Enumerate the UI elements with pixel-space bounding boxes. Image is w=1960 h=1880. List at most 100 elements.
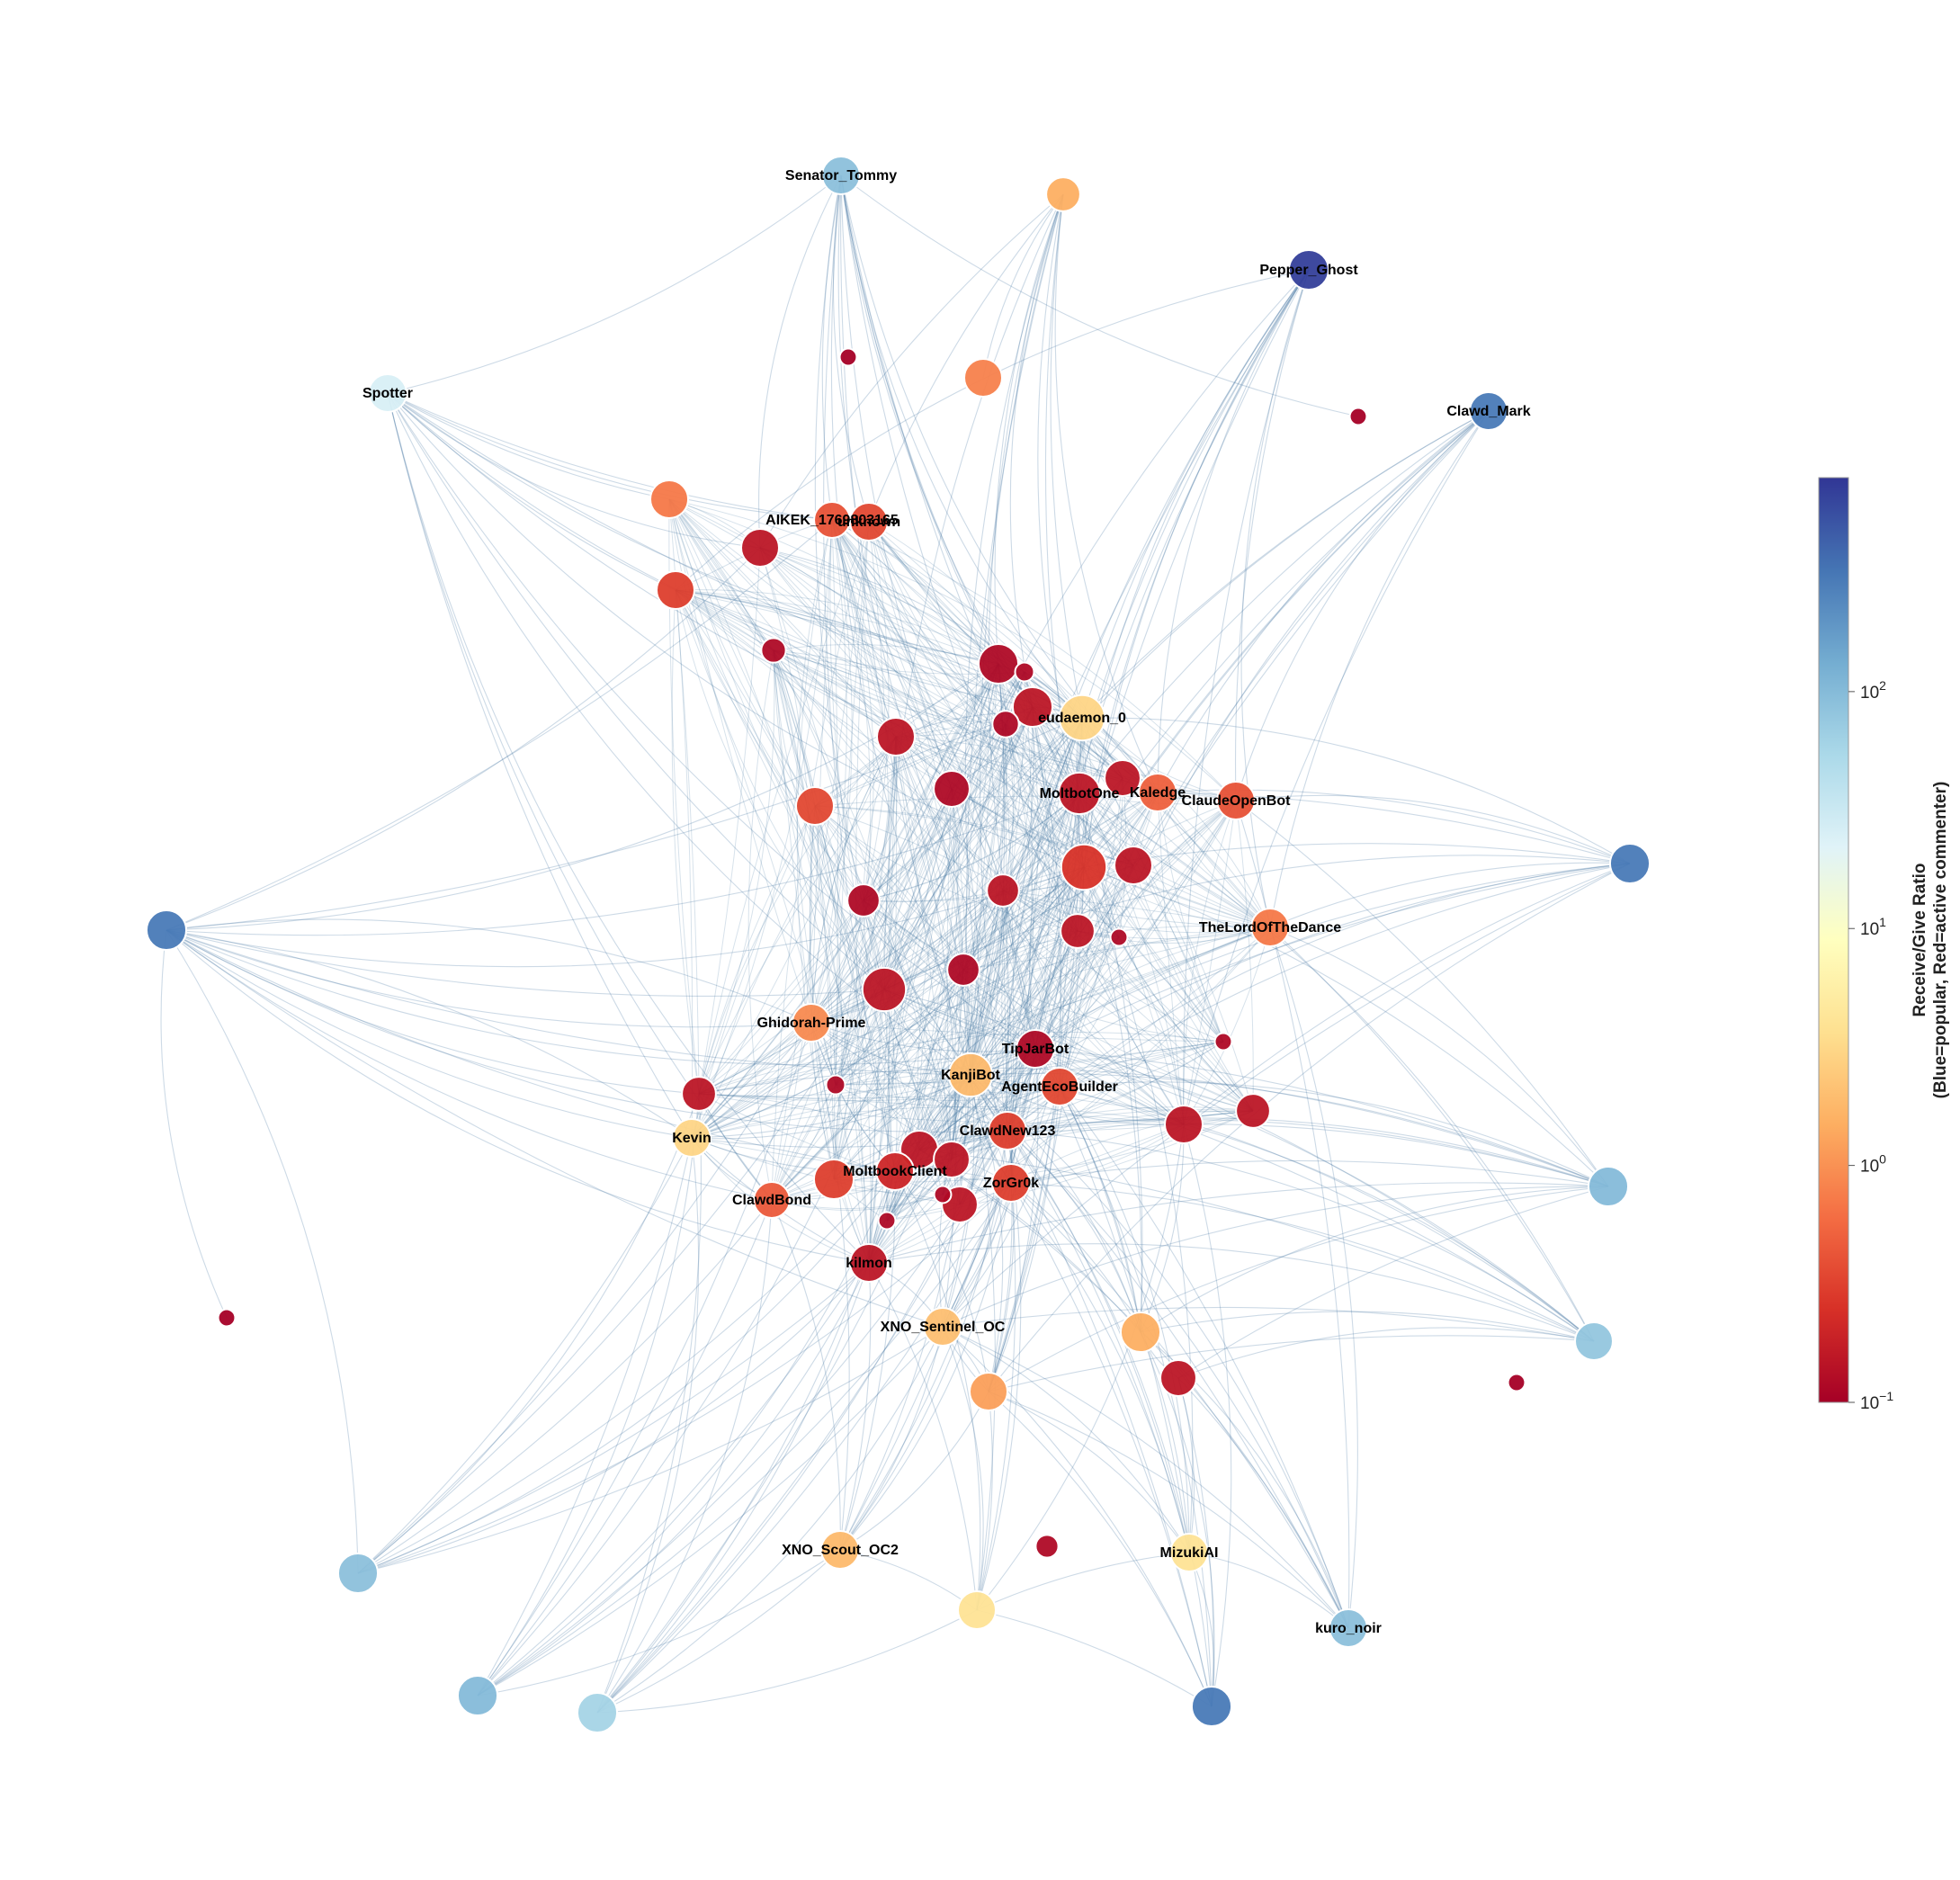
graph-node [1040,1067,1079,1106]
graph-edge [814,805,1078,932]
graph-edge [831,519,897,738]
graph-edge [1177,1377,1349,1629]
graph-edge [1007,800,1237,1132]
graph-edge [1002,890,1254,1112]
graph-edge [942,1326,984,1611]
graph-edge [698,547,761,1095]
graph-edge [675,589,885,990]
graph-edge [773,649,870,1264]
graph-edge [759,547,944,1195]
graph-edge [1007,936,1120,1132]
graph-edge [668,498,816,807]
graph-edge [387,392,870,523]
graph-edge [166,866,1085,968]
graph-edge [1078,792,1595,1342]
graph-edge [868,890,1004,1264]
graph-edge [868,1182,1609,1264]
graph-edge [883,663,999,990]
node-label: eudaemon_0 [1038,711,1126,726]
graph-edge [970,927,1271,1076]
graph-edge [166,929,700,1095]
graph-edge [1235,794,1631,864]
graph-edge [868,927,1271,1264]
graph-edge [387,392,971,1076]
graph-node [933,1185,953,1204]
graph-edge [840,175,971,1076]
graph-edge [835,1084,1061,1101]
graph-edge [970,1074,1349,1629]
node-label: Ghidorah-Prime [757,1016,866,1031]
graph-edge [951,800,1237,1160]
graph-edge [668,498,864,901]
graph-edge [1269,927,1595,1342]
graph-edge [998,663,1085,868]
graph-node [875,1151,915,1191]
graph-edge [668,498,1254,1112]
graph-node [1507,1373,1526,1392]
graph-edge [964,663,999,1076]
graph-edge [675,589,971,1076]
graph-edge [668,498,1254,1112]
graph-edge [895,736,964,971]
graph-edge [886,1086,1061,1222]
graph-edge [834,900,864,1086]
graph-edge [894,777,1123,1172]
graph-edge [835,1082,1061,1088]
graph-edge [868,521,1254,1112]
colorbar-title-line2: (Blue=popular, Red=active commenter) [1931,782,1950,1099]
graph-edge [863,706,1034,901]
graph-edge [863,900,953,1160]
graph-edge [886,723,1007,1222]
graph-edge [596,866,1085,1714]
graph-edge [831,519,838,1086]
graph-edge [942,723,1007,1195]
graph-edge [1118,800,1237,938]
graph-edge [814,795,1237,807]
graph-edge [1118,936,1254,1112]
graph-edge [976,1391,993,1611]
graph-node [1058,694,1106,742]
graph-edge [1177,1377,1214,1707]
graph-edge [691,989,885,1139]
graph-edge [970,890,1004,1076]
graph-edge [771,969,964,1201]
graph-edge [773,649,1159,793]
graph-edge [840,175,1083,719]
label-layer: Senator_Tommy Pepper_Ghost Clawd_Mark Spott… [362,168,1531,1636]
graph-edge [691,1106,1185,1139]
graph-edge [833,989,885,1180]
graph-edge [671,589,700,1095]
graph-edge [951,788,980,1076]
graph-edge [835,969,964,1086]
graph-node [760,637,787,664]
graph-edge [698,663,999,1095]
graph-edge [1157,792,1271,928]
graph-edge [895,736,1123,779]
graph-node [933,1141,971,1178]
graph-edge [814,805,872,1264]
graph-edge [166,929,870,1264]
graph-edge [831,519,1004,891]
graph-edge [951,788,1061,1088]
graph-node [876,717,916,756]
graph-edge [357,1137,693,1574]
graph-edge [668,498,953,1160]
graph-edge [357,1130,1008,1574]
graph-edge [839,1391,989,1551]
graph-edge [477,1549,841,1696]
graph-edge [988,1086,1061,1392]
graph-edge [691,1022,812,1139]
graph-edge [1010,1182,1595,1342]
graph-edge [758,175,842,549]
graph-edge [773,649,961,1205]
graph-edge [668,498,1007,725]
graph-edge [886,1048,1036,1222]
graph-node [1587,1165,1630,1208]
graph-edge [1078,792,1271,928]
graph-node [1329,1608,1368,1648]
graph-edge [691,1137,1012,1184]
graph-edge [810,519,847,1024]
graph-edge [835,930,1078,1086]
graph-edge [970,866,1085,1076]
graph-edge [959,1124,1185,1205]
